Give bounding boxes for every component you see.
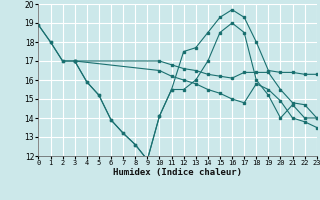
X-axis label: Humidex (Indice chaleur): Humidex (Indice chaleur) <box>113 168 242 177</box>
